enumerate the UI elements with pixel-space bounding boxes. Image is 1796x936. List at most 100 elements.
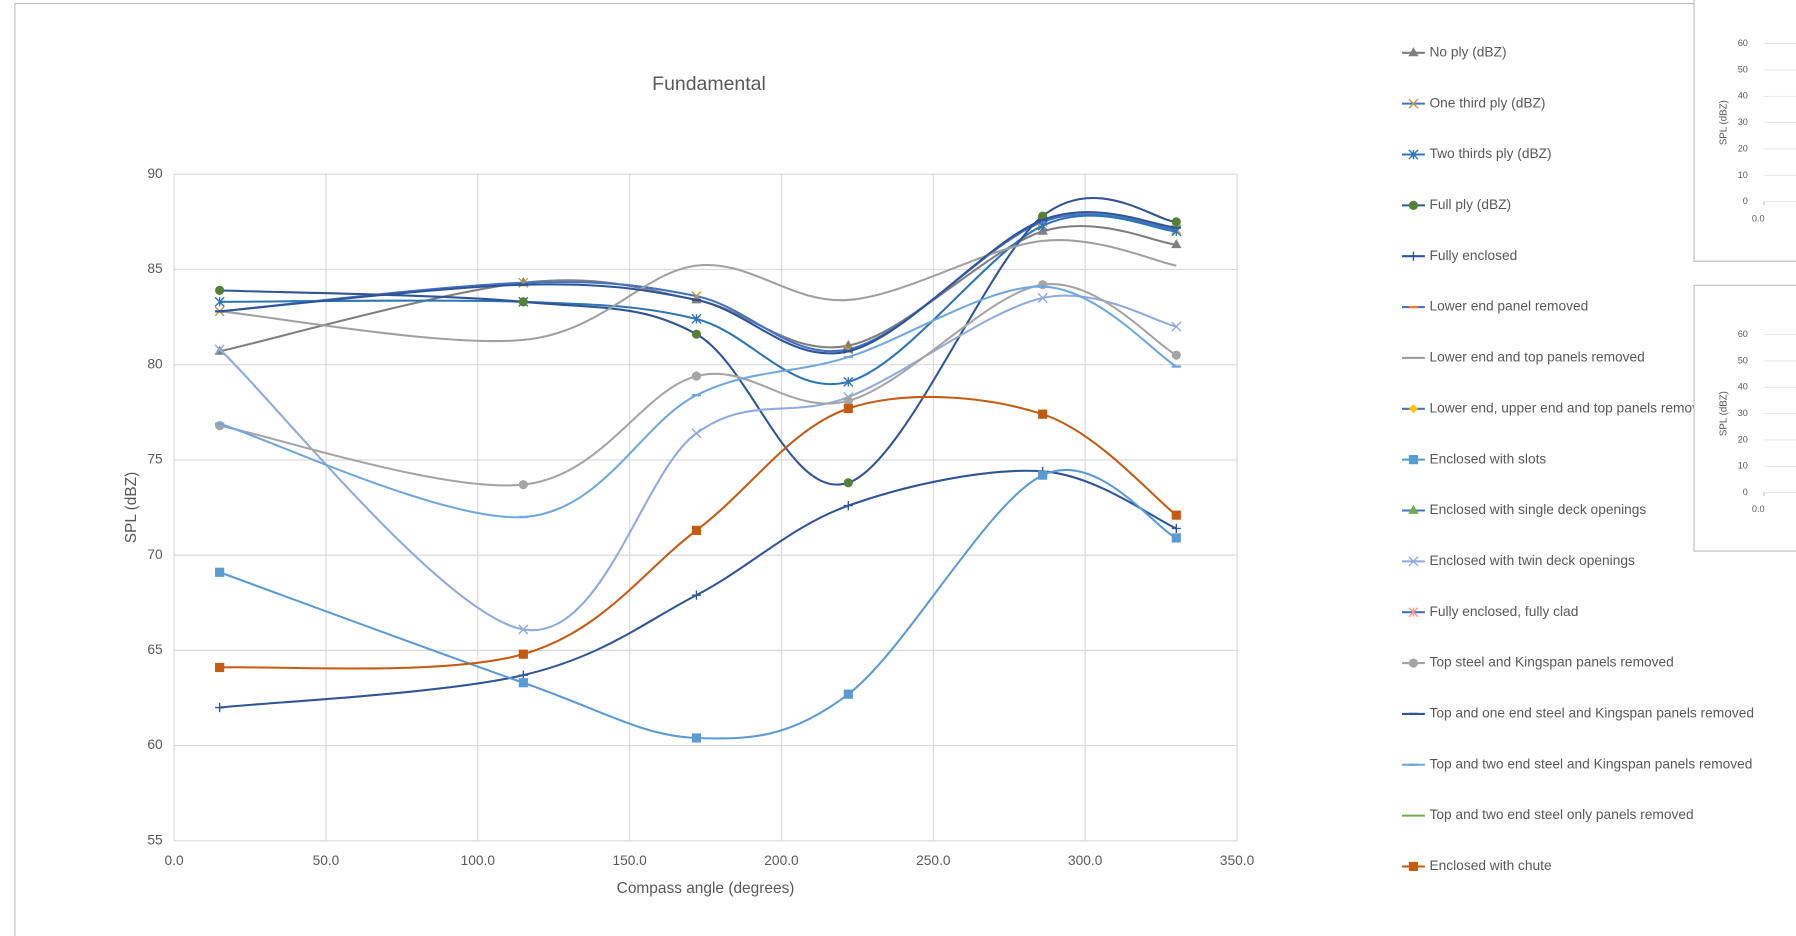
legend-label: Two thirds ply (dBZ) — [1429, 146, 1551, 161]
marker — [1171, 533, 1181, 543]
legend-label: Top and two end steel only panels remove… — [1429, 807, 1693, 822]
legend-label: Lower end, upper end and top panels remo… — [1429, 400, 1714, 415]
y-tick-label: 90 — [147, 166, 163, 181]
legend-label: Enclosed with single deck openings — [1429, 502, 1646, 517]
y-tick-label: 55 — [147, 832, 163, 847]
x-tick-label: 0.0 — [165, 853, 184, 868]
x-tick-label: 350.0 — [1220, 853, 1255, 868]
y-tick-label: 60 — [147, 737, 163, 752]
legend-marker — [1408, 658, 1419, 668]
inset-chart — [1693, 284, 1796, 552]
marker — [214, 344, 225, 355]
legend-marker — [1408, 404, 1419, 414]
y-tick-label: 30 — [1738, 408, 1748, 418]
marker — [691, 590, 702, 600]
marker — [843, 478, 853, 488]
series-line — [219, 395, 1177, 670]
marker — [518, 277, 529, 288]
y-axis-title: SPL (dBZ) — [1718, 391, 1729, 436]
marker — [1171, 510, 1181, 520]
marker — [215, 567, 225, 577]
marker — [1037, 292, 1048, 304]
marker — [691, 428, 702, 439]
marker — [1171, 350, 1181, 360]
x-tick-label: 0.0 — [1752, 504, 1765, 514]
legend-label: Lower end and top panels removed — [1429, 350, 1644, 365]
legend-label: No ply (dBZ) — [1429, 44, 1506, 59]
y-tick-label: 60 — [1738, 329, 1748, 339]
y-tick-label: 50 — [1738, 64, 1748, 74]
y-tick-label: 65 — [147, 642, 163, 657]
marker — [1171, 321, 1182, 332]
legend-label: Top steel and Kingspan panels removed — [1429, 655, 1673, 670]
x-tick-label: 100.0 — [461, 853, 496, 868]
x-axis-title: Compass angle (degrees) — [617, 880, 795, 897]
x-tick-label: 150.0 — [612, 853, 647, 868]
y-tick-label: 20 — [1738, 143, 1748, 153]
marker — [518, 678, 528, 688]
series-line — [219, 239, 1177, 343]
y-axis-title: SPL (dBZ) — [123, 472, 140, 544]
legend-label: One third ply (dBZ) — [1429, 95, 1545, 110]
chart-area — [14, 2, 1796, 936]
marker — [1038, 409, 1048, 419]
legend-label: Fully enclosed — [1429, 248, 1517, 263]
marker — [518, 649, 528, 659]
legend-label: Enclosed with twin deck openings — [1429, 553, 1635, 568]
marker — [843, 376, 854, 387]
y-tick-label: 0 — [1743, 196, 1748, 206]
legend-label: Fully enclosed, fully clad — [1429, 604, 1578, 619]
marker — [843, 501, 853, 511]
marker — [1038, 280, 1048, 290]
marker — [691, 371, 702, 381]
marker — [518, 480, 528, 490]
legend-label: Top and one end steel and Kingspan panel… — [1429, 706, 1754, 721]
legend-marker — [1408, 98, 1419, 109]
legend-marker — [1408, 607, 1419, 618]
y-tick-label: 0 — [1743, 487, 1748, 497]
y-tick-label: 50 — [1738, 355, 1748, 365]
marker — [215, 662, 225, 673]
legend-marker — [1408, 251, 1419, 261]
marker — [843, 403, 853, 414]
marker — [215, 702, 225, 713]
legend-marker — [1408, 149, 1419, 160]
legend-marker — [1408, 556, 1419, 567]
marker — [214, 296, 225, 307]
y-tick-label: 10 — [1738, 461, 1748, 471]
y-tick-label: 75 — [147, 452, 163, 467]
legend-label: Top and two end steel and Kingspan panel… — [1429, 756, 1752, 771]
x-tick-label: 0.0 — [1752, 213, 1765, 223]
chart-title: Fundamental — [652, 73, 766, 95]
marker — [691, 733, 702, 743]
x-tick-label: 200.0 — [764, 853, 799, 868]
marker — [518, 624, 529, 635]
x-tick-label: 250.0 — [916, 853, 951, 868]
marker — [1171, 217, 1181, 227]
marker — [215, 285, 225, 295]
marker — [1171, 238, 1182, 249]
marker — [691, 313, 702, 325]
marker — [843, 396, 853, 406]
legend-marker — [1408, 200, 1419, 210]
x-tick-label: 300.0 — [1068, 853, 1103, 868]
marker — [691, 525, 702, 535]
legend-label: Lower end panel removed — [1429, 299, 1588, 314]
y-tick-label: 20 — [1738, 434, 1748, 444]
y-axis-title: SPL (dBZ) — [1718, 100, 1729, 145]
y-tick-label: 80 — [147, 356, 163, 371]
legend-marker — [1408, 504, 1419, 514]
legend-label: Enclosed with slots — [1429, 451, 1546, 466]
marker — [843, 689, 853, 699]
y-tick-label: 10 — [1738, 170, 1748, 180]
marker — [691, 329, 702, 339]
y-tick-label: 60 — [1738, 38, 1748, 48]
marker — [1171, 523, 1181, 534]
marker — [518, 297, 528, 307]
marker — [1038, 470, 1048, 480]
legend-marker — [1408, 47, 1419, 57]
legend-marker — [1408, 861, 1419, 872]
y-tick-label: 40 — [1738, 382, 1748, 392]
